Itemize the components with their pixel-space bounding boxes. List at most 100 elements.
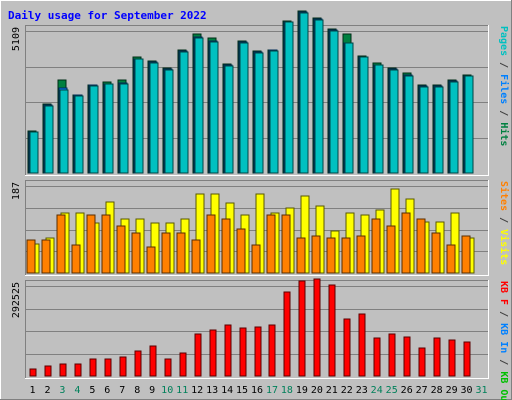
- x-tick-label: 17: [266, 385, 278, 396]
- y-max-label: 5109: [11, 27, 22, 51]
- x-tick-label: 6: [104, 385, 110, 396]
- bar: [104, 83, 114, 174]
- bar: [431, 232, 441, 274]
- bar: [119, 83, 129, 174]
- legend-entry: /: [498, 104, 509, 122]
- series-legend: Sites / Visits: [498, 181, 510, 265]
- bar: [446, 244, 456, 274]
- bar: [461, 235, 471, 274]
- bar: [104, 358, 112, 377]
- bar: [119, 356, 127, 377]
- x-tick-label: 11: [176, 385, 188, 396]
- x-tick-label: 31: [475, 385, 487, 396]
- bar: [356, 235, 366, 274]
- bar: [389, 69, 399, 174]
- x-tick-label: 28: [431, 385, 443, 396]
- bar: [134, 350, 142, 377]
- bar: [401, 212, 411, 274]
- legend-entry: Files: [498, 74, 510, 104]
- bar: [449, 81, 459, 174]
- kbytes-panel: 292525 KB F / KB In / KB Out: [11, 278, 509, 400]
- series-kb-f: [29, 278, 471, 377]
- y-max-label: 187: [11, 182, 22, 200]
- bar: [194, 37, 204, 174]
- bar: [134, 58, 144, 174]
- bar: [251, 244, 261, 274]
- x-tick-label: 25: [386, 385, 398, 396]
- bar: [149, 345, 157, 377]
- x-tick-label: 29: [446, 385, 458, 396]
- bar: [146, 246, 156, 274]
- bar: [328, 284, 336, 377]
- x-tick-label: 18: [281, 385, 293, 396]
- bar: [194, 333, 202, 377]
- bar: [386, 225, 396, 274]
- bar: [56, 214, 66, 274]
- bar: [164, 69, 174, 174]
- x-tick-label: 26: [401, 385, 413, 396]
- bar: [116, 225, 126, 274]
- bar: [371, 218, 381, 274]
- bar: [44, 365, 52, 377]
- x-tick-label: 13: [206, 385, 218, 396]
- bar: [206, 214, 216, 274]
- bar: [374, 64, 384, 174]
- series-legend: KB F / KB In / KB Out: [498, 281, 509, 400]
- bar: [26, 239, 36, 274]
- series-sites: [26, 212, 471, 274]
- bar: [296, 237, 306, 274]
- bar: [149, 62, 159, 174]
- bar: [164, 358, 172, 377]
- legend-entry: Pages: [498, 26, 509, 56]
- bar: [448, 339, 456, 377]
- x-tick-label: 7: [119, 385, 125, 396]
- bar: [358, 313, 366, 377]
- bar: [329, 30, 339, 174]
- bar: [283, 291, 291, 377]
- legend-entry: Visits: [498, 229, 510, 265]
- bar: [224, 65, 234, 174]
- bar: [59, 89, 69, 174]
- x-tick-label: 9: [149, 385, 155, 396]
- bar: [131, 232, 141, 274]
- legend-entry: KB In: [498, 323, 509, 353]
- bar: [161, 232, 171, 274]
- legend-entry: Hits: [498, 122, 510, 146]
- bar: [463, 341, 471, 377]
- bar: [298, 280, 306, 377]
- bar: [44, 105, 54, 174]
- hits-panel: 5109 Pages / Files / Hits: [11, 10, 510, 176]
- x-tick-label: 14: [221, 385, 233, 396]
- bar: [269, 50, 279, 174]
- bar: [311, 235, 321, 274]
- bar: [464, 75, 474, 174]
- bar: [224, 324, 232, 377]
- bar: [86, 214, 96, 274]
- y-max-label: 292525: [11, 282, 22, 318]
- bar: [221, 218, 231, 274]
- x-tick-label: 12: [191, 385, 203, 396]
- bar: [29, 131, 39, 174]
- legend-entry: KB F: [498, 281, 509, 305]
- bar: [403, 336, 411, 377]
- bar: [373, 337, 381, 377]
- legend-entry: /: [498, 305, 509, 323]
- legend-entry: /: [498, 56, 509, 74]
- bar: [344, 42, 354, 174]
- bar: [191, 239, 201, 274]
- bar: [268, 324, 276, 377]
- bar: [101, 214, 111, 274]
- x-tick-label: 8: [134, 385, 140, 396]
- bar: [266, 214, 276, 274]
- x-tick-label: 20: [311, 385, 323, 396]
- bar: [74, 363, 82, 377]
- bar: [343, 318, 351, 377]
- bar: [313, 278, 321, 377]
- x-tick-label: 22: [341, 385, 353, 396]
- x-tick-label: 5: [89, 385, 95, 396]
- x-tick-label: 23: [356, 385, 368, 396]
- bar: [236, 228, 246, 274]
- series-legend: Pages / Files / Hits: [498, 26, 510, 146]
- bar: [419, 86, 429, 174]
- bar: [416, 218, 426, 274]
